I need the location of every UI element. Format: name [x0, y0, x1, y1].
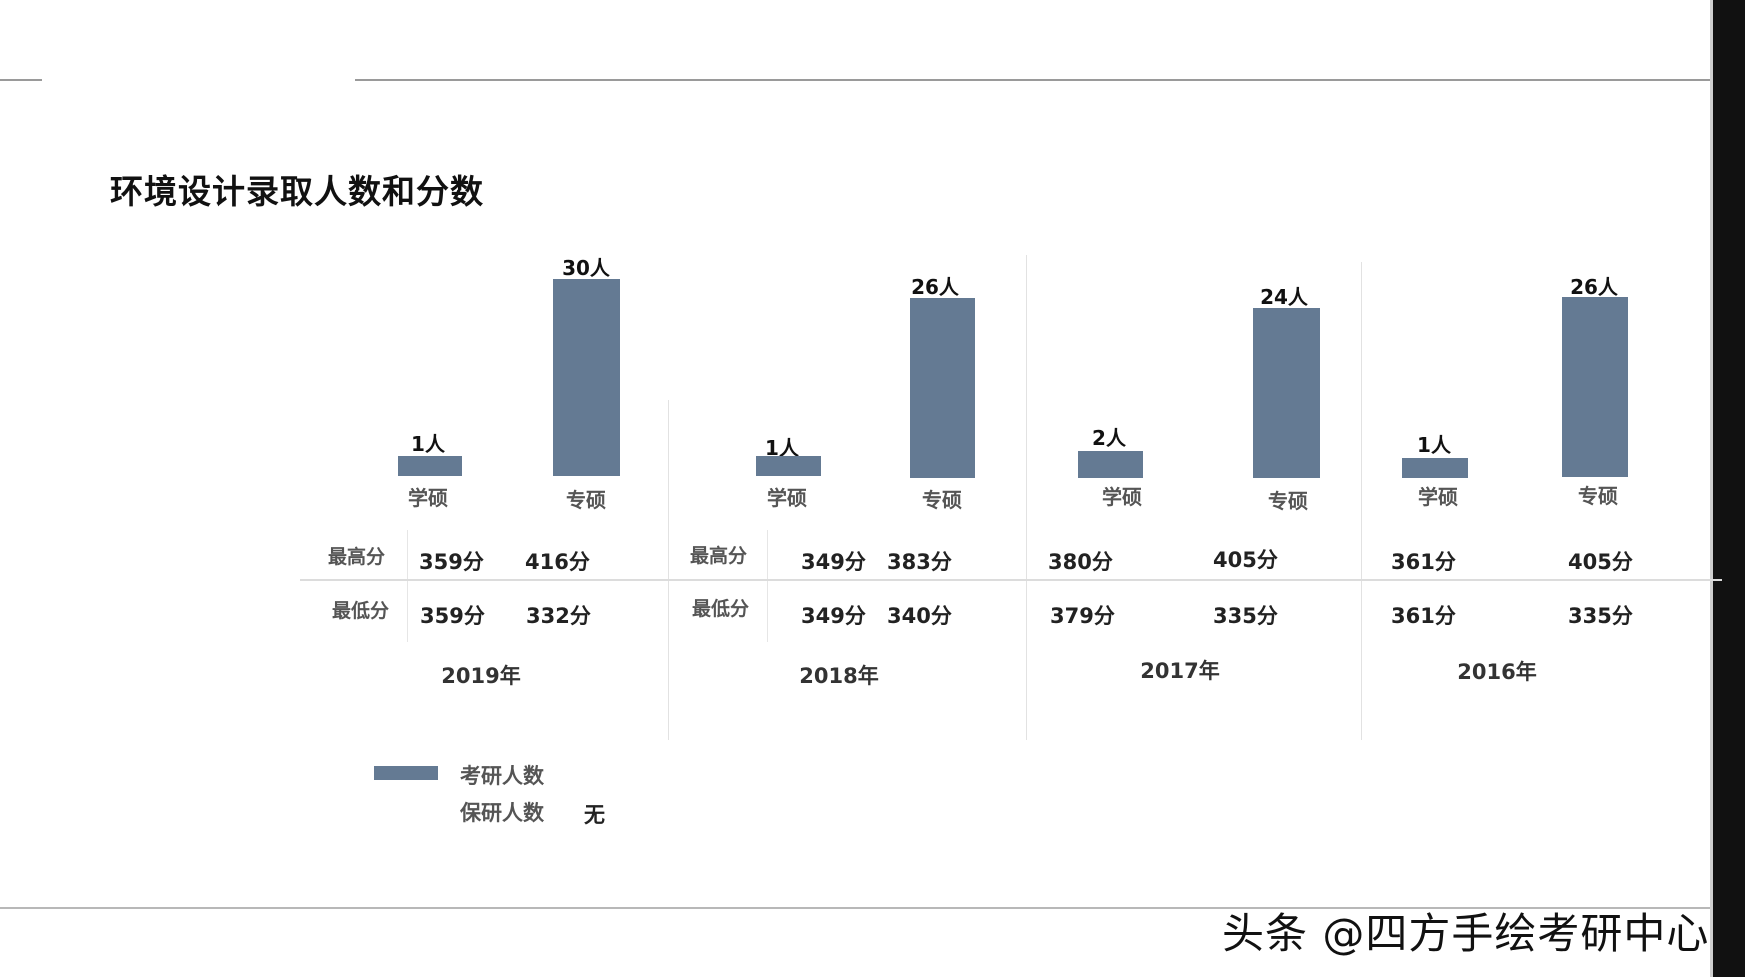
- right-edge: [1710, 0, 1713, 977]
- row-header-min: 最低分: [332, 600, 390, 622]
- row-header-max: 最高分: [328, 546, 386, 568]
- bar-2019-xueshuo: [398, 456, 462, 476]
- table-header-divider: [407, 530, 408, 642]
- category-label: 专硕: [1268, 489, 1308, 513]
- category-label: 学硕: [408, 486, 448, 510]
- bar-2016-zhuanshuo: [1562, 297, 1628, 477]
- table-header-divider: [767, 530, 768, 642]
- right-black-band: [1713, 0, 1745, 977]
- table-row-divider: [300, 579, 1722, 581]
- bar-value-label: 1人: [1417, 433, 1451, 457]
- min-score-xueshuo: 361分: [1391, 604, 1456, 628]
- max-score-zhuanshuo: 383分: [887, 550, 952, 574]
- bar-value-label: 26人: [1570, 275, 1618, 299]
- bar-2016-xueshuo: [1402, 458, 1468, 478]
- max-score-xueshuo: 380分: [1048, 550, 1113, 574]
- max-score-xueshuo: 349分: [801, 550, 866, 574]
- row-header-min: 最低分: [692, 598, 750, 620]
- legend-value-baoyan: 无: [584, 803, 605, 827]
- year-label: 2019年: [441, 664, 521, 688]
- category-label: 专硕: [922, 488, 962, 512]
- bar-value-label: 26人: [911, 275, 959, 299]
- category-label: 专硕: [566, 488, 606, 512]
- bar-2017-xueshuo: [1078, 451, 1143, 478]
- min-score-xueshuo: 359分: [420, 604, 485, 628]
- bar-2017-zhuanshuo: [1253, 308, 1320, 478]
- watermark: 头条 @四方手绘考研中心: [1222, 909, 1710, 958]
- year-label: 2018年: [799, 664, 879, 688]
- legend-swatch-kaoyan: [374, 766, 438, 780]
- min-score-zhuanshuo: 335分: [1568, 604, 1633, 628]
- max-score-zhuanshuo: 416分: [525, 550, 590, 574]
- max-score-xueshuo: 359分: [419, 550, 484, 574]
- year-label: 2016年: [1457, 660, 1537, 684]
- max-score-zhuanshuo: 405分: [1568, 550, 1633, 574]
- min-score-xueshuo: 349分: [801, 604, 866, 628]
- bar-2018-zhuanshuo: [910, 298, 975, 478]
- category-label: 学硕: [1418, 485, 1458, 509]
- year-label: 2017年: [1140, 659, 1220, 683]
- max-score-zhuanshuo: 405分: [1213, 548, 1278, 572]
- chart-title: 环境设计录取人数和分数: [110, 172, 484, 211]
- top-rule: [355, 79, 1711, 81]
- bar-value-label: 2人: [1092, 426, 1126, 450]
- min-score-xueshuo: 379分: [1050, 604, 1115, 628]
- min-score-zhuanshuo: 332分: [526, 604, 591, 628]
- category-label: 学硕: [767, 486, 807, 510]
- category-label: 专硕: [1578, 484, 1618, 508]
- legend-label-kaoyan: 考研人数: [460, 764, 544, 788]
- legend-label-baoyan: 保研人数: [460, 801, 544, 825]
- max-score-xueshuo: 361分: [1391, 550, 1456, 574]
- min-score-zhuanshuo: 335分: [1213, 604, 1278, 628]
- year-divider: [1361, 262, 1362, 740]
- bar-value-label: 1人: [411, 432, 445, 456]
- bar-2019-zhuanshuo: [553, 279, 620, 476]
- bar-value-label: 24人: [1260, 285, 1308, 309]
- top-rule-left: [0, 79, 42, 81]
- bottom-rule: [0, 907, 1711, 909]
- category-label: 学硕: [1102, 485, 1142, 509]
- bar-2018-xueshuo: [756, 456, 821, 476]
- min-score-zhuanshuo: 340分: [887, 604, 952, 628]
- year-divider: [668, 400, 669, 740]
- year-divider: [1026, 255, 1027, 740]
- row-header-max: 最高分: [690, 545, 748, 567]
- bar-value-label: 30人: [562, 256, 610, 280]
